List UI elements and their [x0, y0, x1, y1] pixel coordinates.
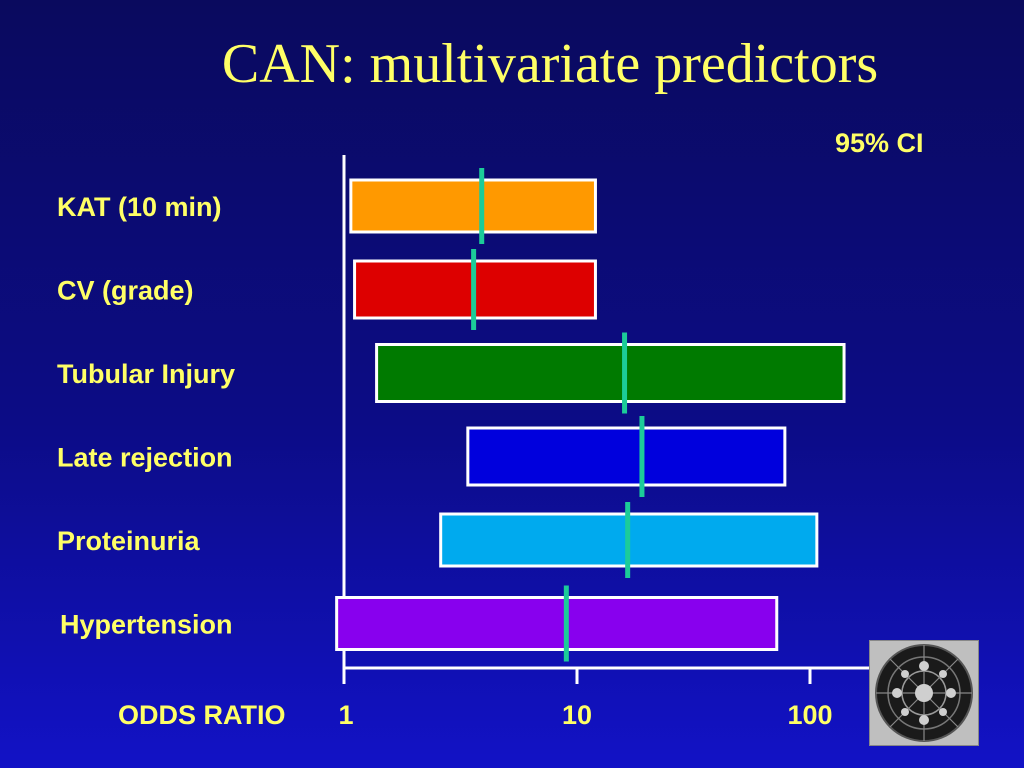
ci-bars: [335, 178, 846, 651]
category-label: CV (grade): [57, 276, 194, 306]
circle-limit-logo: [869, 640, 979, 746]
x-tick-label: 1: [338, 700, 353, 730]
x-tick-label: 10: [562, 700, 592, 730]
category-label: Late rejection: [57, 443, 233, 473]
ci-bar: [349, 178, 597, 234]
estimate-markers: [471, 168, 645, 662]
ci-bar: [375, 343, 846, 403]
ci-label: 95% CI: [835, 128, 924, 158]
category-label: Tubular Injury: [57, 359, 235, 389]
category-label: Proteinuria: [57, 526, 201, 556]
x-tick-label: 100: [787, 700, 832, 730]
category-labels: KAT (10 min) CV (grade) Tubular Injury Late…: [57, 192, 235, 640]
circle-limit-tessellation-icon: [875, 644, 973, 742]
category-label: Hypertension: [60, 610, 233, 640]
category-label: KAT (10 min): [57, 192, 222, 222]
ci-bar: [335, 596, 779, 651]
axes: [342, 155, 958, 684]
x-axis-label: ODDS RATIO: [118, 700, 286, 730]
tick-labels: 1 10 100: [338, 700, 832, 730]
slide-title: CAN: multivariate predictors: [221, 33, 879, 95]
ci-bar: [466, 426, 787, 487]
